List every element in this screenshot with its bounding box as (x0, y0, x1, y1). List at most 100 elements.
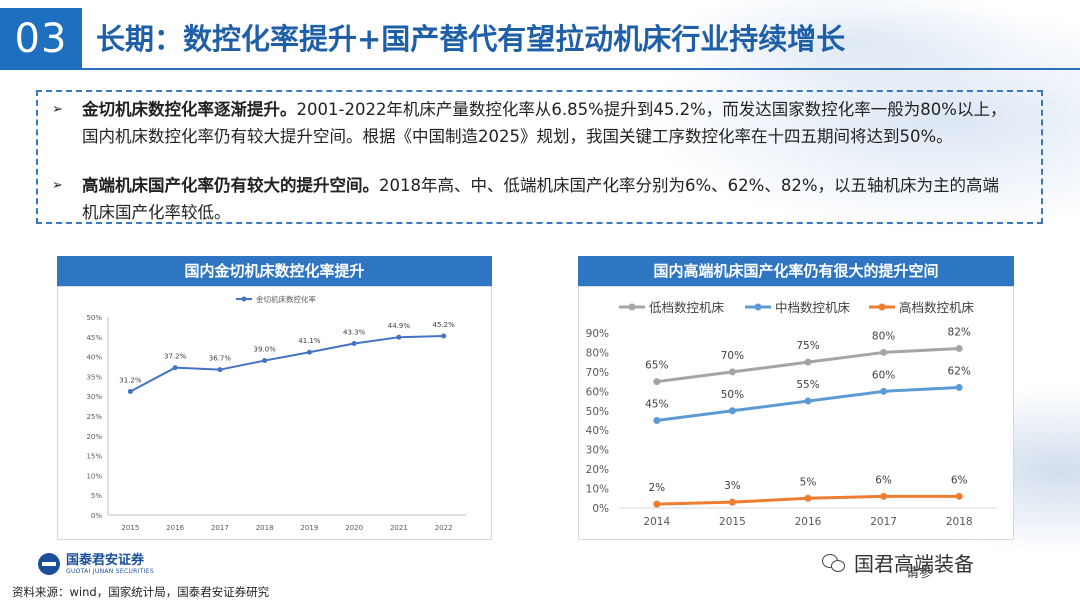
chart2-x-tick: 2018 (946, 516, 973, 528)
chart1-data-point (396, 334, 402, 340)
chart1-y-tick: 0% (91, 512, 102, 520)
chart2-x-tick: 2014 (643, 516, 670, 528)
chart2-y-tick: 30% (586, 445, 609, 457)
chart1-data-label: 44.9% (388, 322, 411, 330)
chart2-data-label: 45% (645, 399, 668, 411)
chart1-x-tick: 2016 (166, 524, 184, 532)
chart1-y-tick: 30% (86, 393, 102, 401)
header-divider (82, 68, 1080, 70)
chart1-x-tick: 2018 (256, 524, 274, 532)
chart2-data-label: 55% (796, 379, 819, 391)
chart2-data-point (728, 368, 736, 376)
chart1-svg: 0% 5% 10% 15% 20% 25% 30% 35% 40% 45% 50% 2015 2016 2… (86, 294, 466, 532)
chart2-x-tick: 2015 (719, 516, 746, 528)
chart2-data-label: 50% (721, 389, 744, 401)
chart1-frame: 0% 5% 10% 15% 20% 25% 30% 35% 40% 45% 50% 2015 2016 2… (57, 286, 492, 540)
chart1-data-point (172, 365, 178, 371)
bullet-text: 金切机床数控化率逐渐提升。2001-2022年机床产量数控化率从6.85%提升到… (82, 96, 1012, 150)
bullet-body: 2018年高、中、低端机床国产化率分别为6%、62%、82%，以五轴机床为主的高… (82, 176, 1000, 222)
chart1-x-tick: 2017 (211, 524, 229, 532)
chart1-data-label: 43.3% (343, 329, 366, 337)
chart2-y-tick: 60% (586, 386, 609, 398)
chart2-x-tick: 2016 (795, 516, 822, 528)
chart1-y-tick: 5% (91, 492, 102, 500)
chart1-y-tick: 15% (86, 453, 102, 461)
chart1-y-tick: 10% (86, 472, 102, 480)
chart2-data-point (804, 397, 812, 405)
chart2-y-tick: 40% (586, 425, 609, 437)
chart1-data-point (217, 367, 223, 373)
chart2-data-label: 70% (721, 350, 744, 362)
chart2-data-point (728, 407, 736, 415)
chart2-legend-label: 高档数控机床 (899, 300, 975, 315)
bullet-text: 高端机床国产化率仍有较大的提升空间。2018年高、中、低端机床国产化率分别为6%… (82, 172, 1012, 226)
chart1-data-label: 36.7% (209, 355, 232, 363)
bullet-body: 2001-2022年机床产量数控化率从6.85%提升到45.2%，而发达国家数控… (82, 100, 1007, 146)
chart1-y-tick: 40% (86, 354, 102, 362)
chart2-data-point (880, 387, 888, 395)
chart2-data-point (653, 378, 661, 386)
chart1-legend-marker (241, 296, 247, 302)
logo-cn-text: 国泰君安证券 (66, 552, 145, 568)
wechat-watermark: 请参 国君高端装备 (822, 548, 974, 581)
chart1-y-tick: 35% (86, 373, 102, 381)
chart2-legend-label: 低档数控机床 (649, 300, 725, 315)
chart1-x-tick: 2020 (345, 524, 363, 532)
chart2-data-point (653, 417, 661, 424)
chart1-data-point (127, 388, 133, 394)
chart2-data-label: 65% (645, 360, 668, 372)
chart2-data-point (955, 492, 963, 500)
chart2-data-point (955, 345, 963, 353)
chart2-y-tick: 50% (586, 406, 609, 418)
chart1-series-line (129, 335, 444, 393)
logo-en-text: GUOTAI JUNAN SECURITIES (66, 567, 154, 575)
chart1-data-point (351, 341, 357, 347)
chart2-data-label: 60% (872, 369, 895, 381)
chart1-data-point (306, 349, 312, 355)
chart2-y-tick: 80% (586, 347, 609, 359)
watermark-text: 国君高端装备 (854, 552, 974, 576)
chart2-legend-marker (878, 303, 886, 311)
chart2-data-label: 6% (951, 474, 968, 486)
key-points-box: ➢ 金切机床数控化率逐渐提升。2001-2022年机床产量数控化率从6.85%提… (36, 90, 1043, 224)
chart2-y-tick: 0% (592, 503, 609, 515)
chart1-legend-label: 金切机床数控化率 (256, 294, 316, 304)
chart1-x-tick: 2021 (390, 524, 408, 532)
chart2-y-tick: 20% (586, 464, 609, 476)
chart2-data-label: 3% (724, 480, 741, 492)
chart1-data-label: 31.2% (119, 376, 142, 384)
chart2-data-label: 62% (948, 365, 971, 377)
source-note: 资料来源：wind，国家统计局，国泰君安证券研究 (12, 585, 270, 599)
chart2-data-label: 75% (796, 340, 819, 352)
chart1-title: 国内金切机床数控化率提升 (57, 256, 492, 286)
chart2-data-point (653, 500, 661, 508)
chart1-data-point (262, 358, 268, 364)
bullet-arrow-icon: ➢ (52, 102, 63, 117)
chart1-data-point (441, 333, 447, 339)
chart2-x-tick: 2017 (870, 516, 897, 528)
chart2-legend-label: 中档数控机床 (775, 300, 851, 315)
chart1-y-tick: 50% (86, 314, 102, 322)
page-title: 长期：数控化率提升+国产替代有望拉动机床行业持续增长 (96, 22, 846, 56)
chart1-data-label: 37.2% (164, 353, 187, 361)
chart2-data-label: 80% (872, 330, 895, 342)
logo-mark-icon (38, 553, 60, 575)
chart1-y-tick: 45% (86, 334, 102, 342)
chart2-y-tick: 70% (586, 367, 609, 379)
chart2-data-label: 5% (800, 476, 817, 488)
chart2-y-tick: 90% (586, 328, 609, 340)
section-number: 03 (0, 8, 82, 70)
chart1-x-tick: 2015 (121, 524, 139, 532)
company-logo: 国泰君安证券 GUOTAI JUNAN SECURITIES (38, 552, 154, 576)
chart2-data-label: 2% (648, 482, 665, 494)
chart2-svg: 0% 10% 20% 30% 40% 50% 60% 70% 80% 90% 2014 2015 201… (586, 300, 997, 528)
chart2-frame: 0% 10% 20% 30% 40% 50% 60% 70% 80% 90% 2014 2015 201… (578, 286, 1014, 540)
chart2-legend-marker (754, 303, 762, 311)
watermark-partial: 请参 (906, 566, 933, 581)
chart1-y-tick: 20% (86, 433, 102, 441)
bullet-heading: 金切机床数控化率逐渐提升。 (82, 100, 297, 119)
chart1-x-tick: 2022 (435, 524, 453, 532)
bullet-arrow-icon: ➢ (52, 178, 63, 193)
chart2-title: 国内高端机床国产化率仍有很大的提升空间 (578, 256, 1014, 286)
chart2-data-label: 6% (875, 474, 892, 486)
